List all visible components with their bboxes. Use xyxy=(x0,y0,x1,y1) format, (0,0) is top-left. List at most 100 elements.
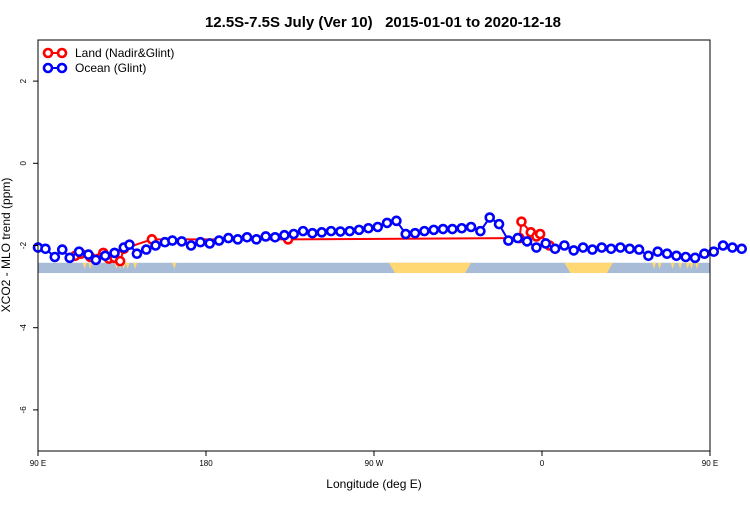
legend-marker xyxy=(42,62,54,74)
data-point xyxy=(484,212,496,223)
land-speck xyxy=(670,262,675,270)
data-point xyxy=(531,242,542,253)
data-point xyxy=(167,235,178,246)
data-point xyxy=(269,231,281,243)
land-band xyxy=(388,262,472,274)
data-point xyxy=(708,246,720,257)
x-axis: 90 E 180 90 W 0 90 E xyxy=(30,451,718,468)
data-point xyxy=(400,228,412,240)
land-ocean-band xyxy=(38,262,710,274)
data-point xyxy=(316,227,328,238)
data-point xyxy=(633,244,645,255)
data-point xyxy=(549,243,561,255)
data-point xyxy=(288,228,300,240)
x-tick-label: 90 W xyxy=(365,459,384,468)
data-point xyxy=(114,255,126,267)
data-point xyxy=(652,246,664,257)
data-point xyxy=(241,231,253,243)
data-point xyxy=(447,223,458,235)
data-point xyxy=(437,223,449,235)
data-point xyxy=(381,217,393,229)
data-point xyxy=(540,238,552,249)
land-speck xyxy=(133,262,138,270)
data-point xyxy=(689,252,701,264)
x-tick-label: 90 E xyxy=(30,459,46,468)
legend-marker xyxy=(42,47,54,59)
legend-label: Ocean (Glint) xyxy=(75,61,146,75)
land-speck xyxy=(172,262,177,270)
data-point xyxy=(605,243,617,255)
land-speck xyxy=(652,262,656,270)
data-point xyxy=(176,236,188,247)
land-speck xyxy=(689,262,694,270)
data-point xyxy=(251,234,262,245)
y-tick-label: 0 xyxy=(19,161,28,166)
data-point xyxy=(195,236,206,248)
data-point xyxy=(64,252,76,264)
data-point xyxy=(512,232,524,244)
data-point xyxy=(307,227,318,239)
land-speck xyxy=(82,262,87,270)
chart-title: 12.5S-7.5S July (Ver 10) 2015-01-01 to 2… xyxy=(205,14,561,31)
data-point xyxy=(73,246,85,257)
legend-marker xyxy=(56,47,68,59)
data-point xyxy=(465,221,477,233)
data-point xyxy=(699,248,710,260)
data-point xyxy=(596,242,608,253)
y-tick-label: 2 xyxy=(19,78,28,83)
y-tick-label: -2 xyxy=(19,241,28,249)
data-point xyxy=(409,227,421,239)
data-point xyxy=(185,240,197,251)
data-point xyxy=(204,238,216,249)
data-point xyxy=(456,222,468,234)
data-point xyxy=(297,225,309,237)
data-point xyxy=(140,244,152,255)
data-point xyxy=(124,239,135,250)
data-point xyxy=(568,245,580,256)
data-point xyxy=(99,250,111,262)
x-axis-label: Longitude (deg E) xyxy=(326,477,421,491)
data-point xyxy=(344,225,356,237)
land-speck xyxy=(678,262,683,270)
data-point xyxy=(428,224,440,236)
data-point xyxy=(559,240,570,251)
data-point xyxy=(516,216,527,227)
data-point xyxy=(475,225,486,237)
data-point xyxy=(150,240,161,251)
y-axis: 2 0 -2 -4 -6 xyxy=(19,78,38,413)
data-point xyxy=(325,225,337,237)
data-point xyxy=(717,240,729,251)
data-point xyxy=(49,251,61,263)
land-band xyxy=(564,262,613,274)
data-point xyxy=(534,228,546,240)
data-point xyxy=(223,232,234,244)
data-point xyxy=(90,254,102,266)
data-point xyxy=(372,221,384,233)
series-layer xyxy=(32,212,748,267)
data-point xyxy=(680,251,692,263)
land-speck xyxy=(685,262,690,270)
y-axis-label: XCO2 - MLO trend (ppm) xyxy=(0,178,13,313)
data-point xyxy=(671,250,682,262)
data-point xyxy=(56,244,68,255)
y-tick-label: -4 xyxy=(19,324,28,332)
data-point xyxy=(736,243,748,255)
data-point xyxy=(232,234,244,245)
data-point xyxy=(109,247,120,259)
data-point xyxy=(503,235,514,246)
data-point xyxy=(213,235,225,246)
data-point xyxy=(493,218,505,230)
data-point xyxy=(335,226,346,237)
legend-marker xyxy=(56,62,68,74)
data-point xyxy=(279,229,290,241)
x-tick-label: 90 E xyxy=(702,459,718,468)
y-tick-label: -6 xyxy=(19,406,28,414)
data-point xyxy=(363,222,374,234)
data-point xyxy=(391,215,402,227)
data-point xyxy=(661,248,673,260)
x-tick-label: 0 xyxy=(540,459,545,468)
data-point xyxy=(727,242,738,253)
data-point xyxy=(643,250,654,262)
